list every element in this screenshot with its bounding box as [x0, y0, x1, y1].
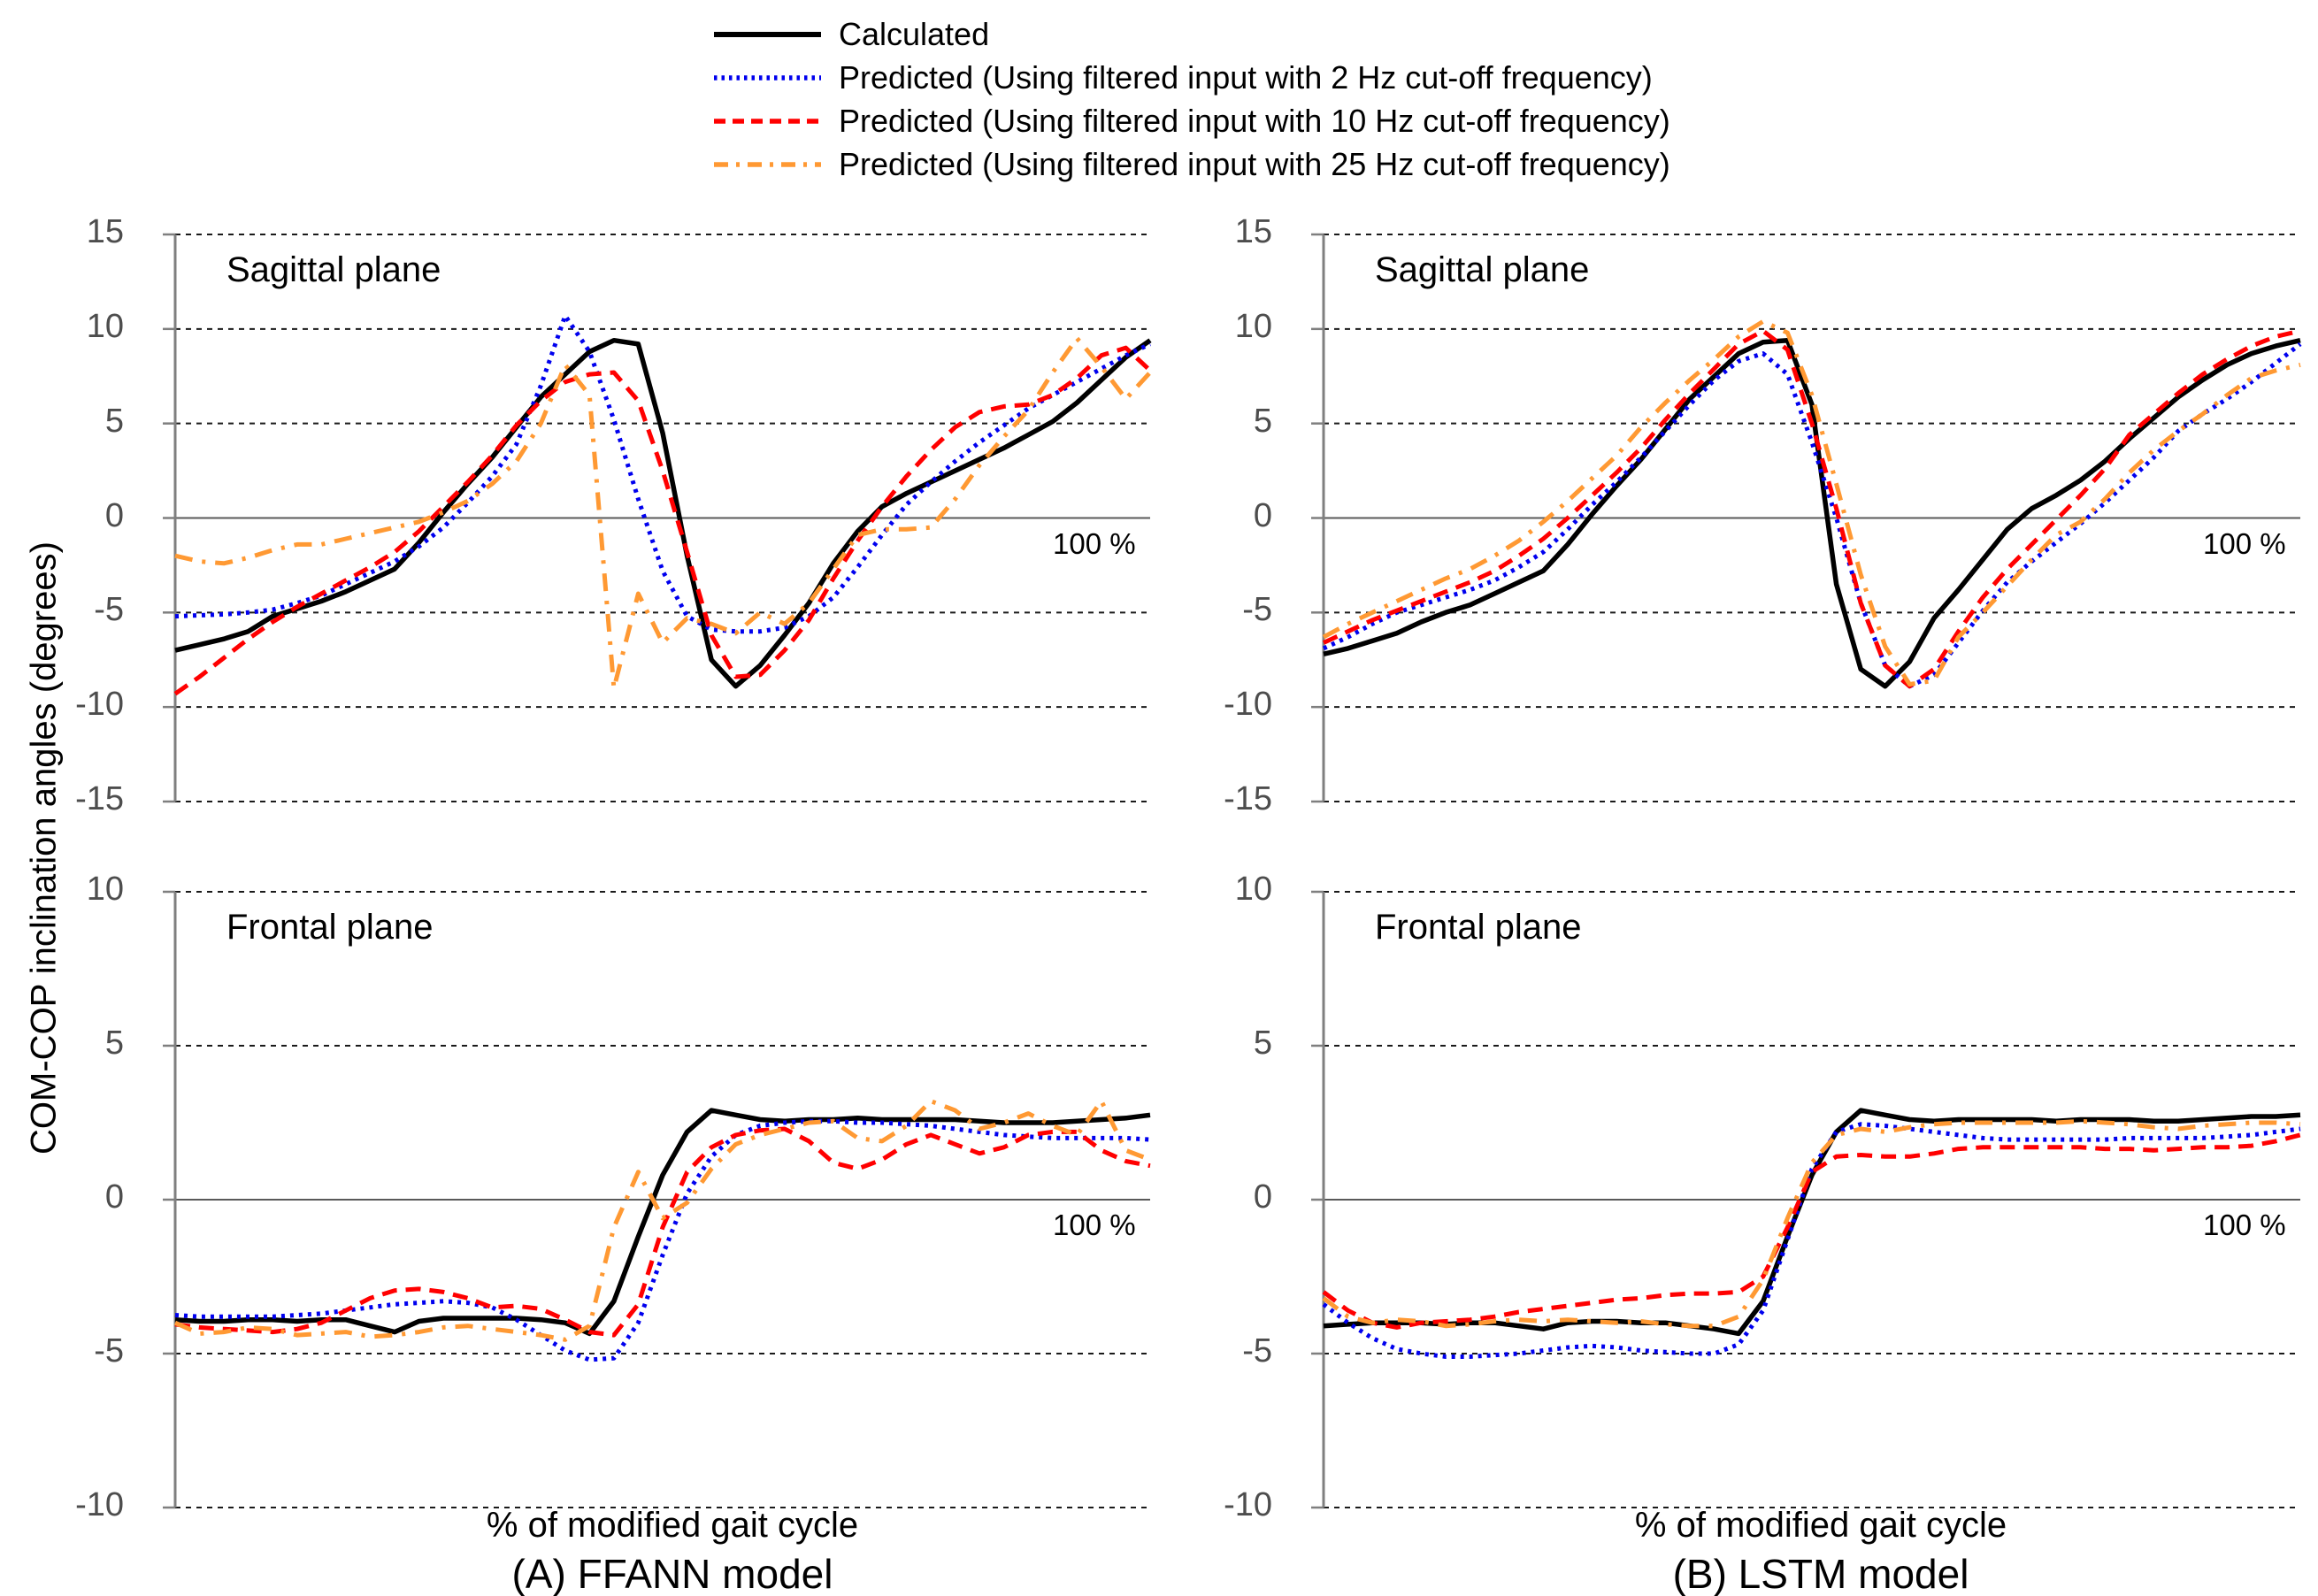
series-line-predicted_10hz	[174, 1126, 1151, 1338]
y-tick-label: 10	[86, 871, 124, 908]
y-tick-label: -5	[1242, 1332, 1272, 1370]
legend-label: Predicted (Using filtered input with 25 …	[839, 145, 1670, 182]
y-tick-label: -10	[1224, 686, 1272, 724]
panel-a-caption: (A) FFANN model	[511, 1551, 833, 1596]
y-tick-label: -15	[1224, 780, 1272, 817]
series-line-predicted_10hz	[1322, 328, 2301, 689]
gait-cycle-end-label: 100 %	[2203, 1209, 2286, 1241]
plot-area-ffann-sagittal	[163, 233, 1152, 803]
series-line-calculated	[1323, 1108, 2301, 1337]
y-tick-label: 15	[1234, 213, 1272, 250]
x-axis-title-b: % of modified gait cycle	[1634, 1506, 2007, 1545]
panel-title: Sagittal plane	[1375, 250, 1590, 289]
gait-cycle-end-label: 100 %	[1053, 1209, 1136, 1241]
legend-item: Predicted (Using filtered input with 2 H…	[712, 56, 1670, 99]
y-tick-label: -5	[94, 591, 124, 629]
series-line-predicted_25hz	[1322, 318, 2301, 687]
x-axis-title-a: % of modified gait cycle	[486, 1506, 859, 1545]
y-tick-label: 10	[1234, 307, 1272, 345]
y-tick-label: 0	[104, 496, 124, 534]
series-line-predicted_25hz	[174, 336, 1152, 691]
legend-line-dotted-icon	[714, 75, 821, 81]
y-tick-label: 0	[1253, 496, 1272, 534]
y-tick-label: -5	[1242, 591, 1272, 629]
legend-line-dashed-icon	[714, 119, 821, 124]
y-tick-label: -10	[1224, 1486, 1272, 1523]
legend-line-solid-icon	[714, 32, 821, 37]
series-line-calculated	[174, 337, 1152, 689]
y-tick-label: 10	[86, 307, 124, 345]
panel-lstm-frontal: 10 5 0 -5 -10 Frontal plane 100 %	[1224, 871, 2301, 1523]
legend-line-dashdot-icon	[714, 162, 821, 167]
y-tick-label: -10	[75, 686, 124, 724]
panel-lstm-sagittal: 15 10 5 0 -5 -10 -15 Sagittal plane 100 %	[1224, 213, 2302, 817]
series-line-predicted_2hz	[1322, 341, 2302, 689]
panel-ffann-sagittal: 15 10 5 0 -5 -10 -15 Sagittal plane 100 %	[75, 213, 1152, 817]
y-tick-label: 5	[1253, 1024, 1272, 1062]
plot-area-lstm-frontal	[1311, 890, 2301, 1509]
panel-title: Frontal plane	[1375, 908, 1582, 947]
y-tick-label: 5	[1253, 402, 1272, 440]
series-line-predicted_2hz	[174, 1118, 1151, 1362]
series-line-predicted_10hz	[173, 345, 1152, 696]
panel-title: Frontal plane	[226, 908, 434, 947]
y-tick-label: 0	[1253, 1178, 1272, 1216]
series-line-calculated	[174, 1108, 1151, 1337]
y-tick-label: 0	[104, 1178, 124, 1216]
legend: Calculated Predicted (Using filtered inpu…	[712, 12, 1670, 186]
legend-item: Predicted (Using filtered input with 10 …	[712, 99, 1670, 142]
gait-cycle-end-label: 100 %	[1053, 526, 1136, 560]
plot-area-ffann-frontal	[163, 890, 1151, 1509]
series-line-predicted_2hz	[1322, 1122, 2301, 1359]
y-tick-label: 10	[1234, 871, 1272, 908]
panel-b-caption: (B) LSTM model	[1672, 1551, 1969, 1596]
series-line-predicted_25hz	[1322, 1118, 2301, 1329]
legend-label: Predicted (Using filtered input with 2 H…	[839, 58, 1653, 96]
legend-label: Calculated	[839, 15, 990, 52]
series-line-calculated	[1323, 337, 2301, 689]
y-tick-label: -5	[94, 1332, 124, 1370]
y-tick-label: 5	[104, 402, 124, 440]
y-tick-label: 5	[104, 1024, 124, 1062]
y-tick-label: -10	[75, 1486, 124, 1523]
y-axis-title: COM-COP inclination angles (degrees)	[24, 541, 64, 1155]
plot-area-lstm-sagittal	[1311, 233, 2302, 803]
y-tick-label: -15	[75, 780, 124, 817]
series-line-predicted_2hz	[174, 313, 1152, 634]
series-line-predicted_10hz	[1322, 1132, 2301, 1330]
legend-item: Calculated	[712, 12, 1670, 56]
series-line-predicted_25hz	[173, 1099, 1151, 1342]
legend-label: Predicted (Using filtered input with 10 …	[839, 102, 1670, 139]
panel-title: Sagittal plane	[226, 250, 441, 289]
legend-item: Predicted (Using filtered input with 25 …	[712, 142, 1670, 186]
y-tick-label: 15	[86, 213, 124, 250]
panel-ffann-frontal: 10 5 0 -5 -10 Frontal plane 100 %	[75, 871, 1151, 1523]
gait-cycle-end-label: 100 %	[2203, 526, 2286, 560]
